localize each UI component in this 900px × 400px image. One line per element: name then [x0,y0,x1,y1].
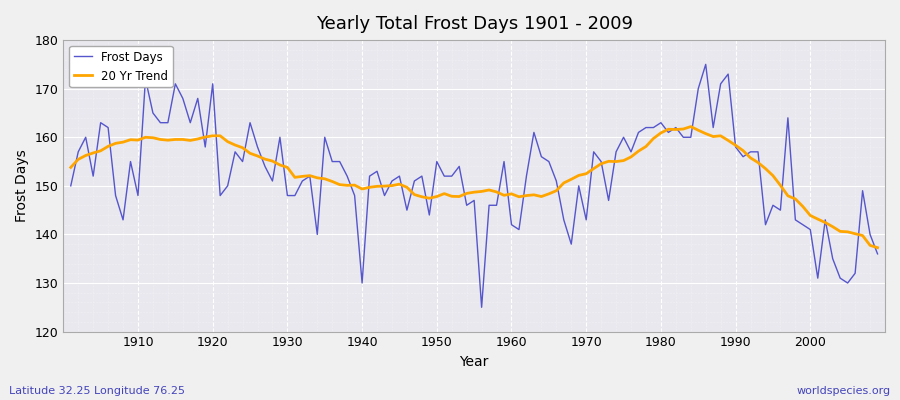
Text: worldspecies.org: worldspecies.org [796,386,891,396]
Frost Days [334,159,345,164]
Text: Latitude 32.25 Longitude 76.25: Latitude 32.25 Longitude 76.25 [9,386,185,396]
Frost Days [872,252,883,256]
Line: Frost Days: Frost Days [71,64,878,307]
20 Yr Trend [872,245,883,250]
Frost Days [603,198,614,203]
Frost Days [290,193,301,198]
Line: 20 Yr Trend: 20 Yr Trend [71,126,878,248]
20 Yr Trend [290,175,301,180]
Frost Days [66,184,77,188]
20 Yr Trend [334,182,345,187]
20 Yr Trend [506,192,517,196]
Legend: Frost Days, 20 Yr Trend: Frost Days, 20 Yr Trend [69,46,173,87]
20 Yr Trend [499,193,509,198]
Y-axis label: Frost Days: Frost Days [15,150,29,222]
Frost Days [514,227,525,232]
Frost Days [700,62,711,67]
Title: Yearly Total Frost Days 1901 - 2009: Yearly Total Frost Days 1901 - 2009 [316,15,633,33]
20 Yr Trend [596,161,607,166]
20 Yr Trend [686,124,697,129]
Frost Days [125,159,136,164]
20 Yr Trend [125,137,136,142]
20 Yr Trend [66,165,77,170]
X-axis label: Year: Year [460,355,489,369]
Frost Days [476,305,487,310]
Frost Days [506,222,517,227]
